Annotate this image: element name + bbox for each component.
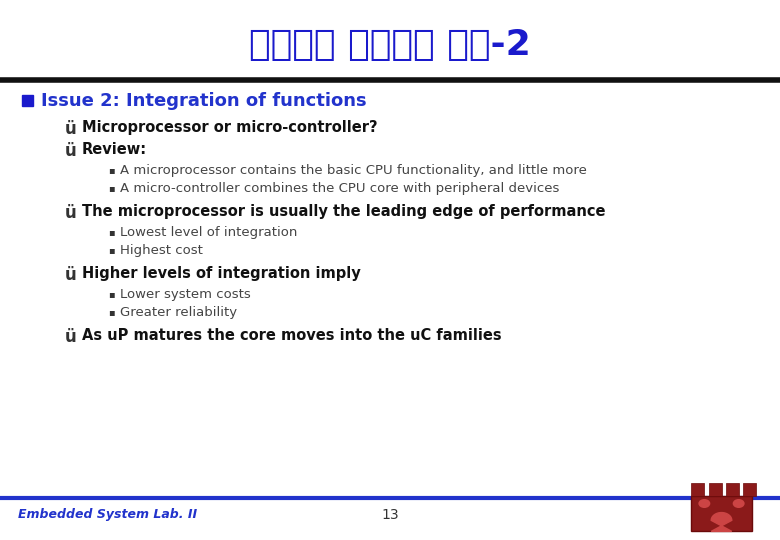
Bar [708,483,722,496]
Text: ▪: ▪ [108,289,115,299]
Bar [743,483,756,496]
Text: 13: 13 [381,508,399,522]
Text: As uP matures the core moves into the uC families: As uP matures the core moves into the uC… [82,328,502,343]
Text: Highest cost: Highest cost [120,244,203,257]
Text: Issue 2: Integration of functions: Issue 2: Integration of functions [41,91,367,110]
Text: Microprocessor or micro-controller?: Microprocessor or micro-controller? [82,120,378,135]
Text: ▪: ▪ [108,227,115,237]
Bar [692,483,704,496]
Text: 임베디드 프로세서 선택-2: 임베디드 프로세서 선택-2 [249,28,531,62]
Text: Lowest level of integration: Lowest level of integration [120,226,297,239]
Text: ü: ü [65,204,76,222]
Text: ▪: ▪ [108,245,115,255]
Text: Review:: Review: [82,142,147,157]
Circle shape [732,499,745,508]
Bar [725,483,739,496]
Text: ü: ü [65,142,76,160]
Text: ü: ü [65,120,76,138]
Text: The microprocessor is usually the leading edge of performance: The microprocessor is usually the leadin… [82,204,605,219]
Polygon shape [711,512,732,531]
Text: ▪: ▪ [108,165,115,175]
Circle shape [698,499,711,508]
Text: Embedded System Lab. II: Embedded System Lab. II [18,508,197,521]
Bar [22,95,33,106]
Bar [692,496,751,531]
Text: A microprocessor contains the basic CPU functionality, and little more: A microprocessor contains the basic CPU … [120,164,587,177]
Text: Lower system costs: Lower system costs [120,288,250,301]
Text: Higher levels of integration imply: Higher levels of integration imply [82,266,360,281]
Text: ▪: ▪ [108,307,115,317]
Text: Greater reliability: Greater reliability [120,306,237,319]
Text: ü: ü [65,266,76,284]
Text: A micro-controller combines the CPU core with peripheral devices: A micro-controller combines the CPU core… [120,182,559,195]
Text: ▪: ▪ [108,183,115,193]
Text: ü: ü [65,328,76,346]
